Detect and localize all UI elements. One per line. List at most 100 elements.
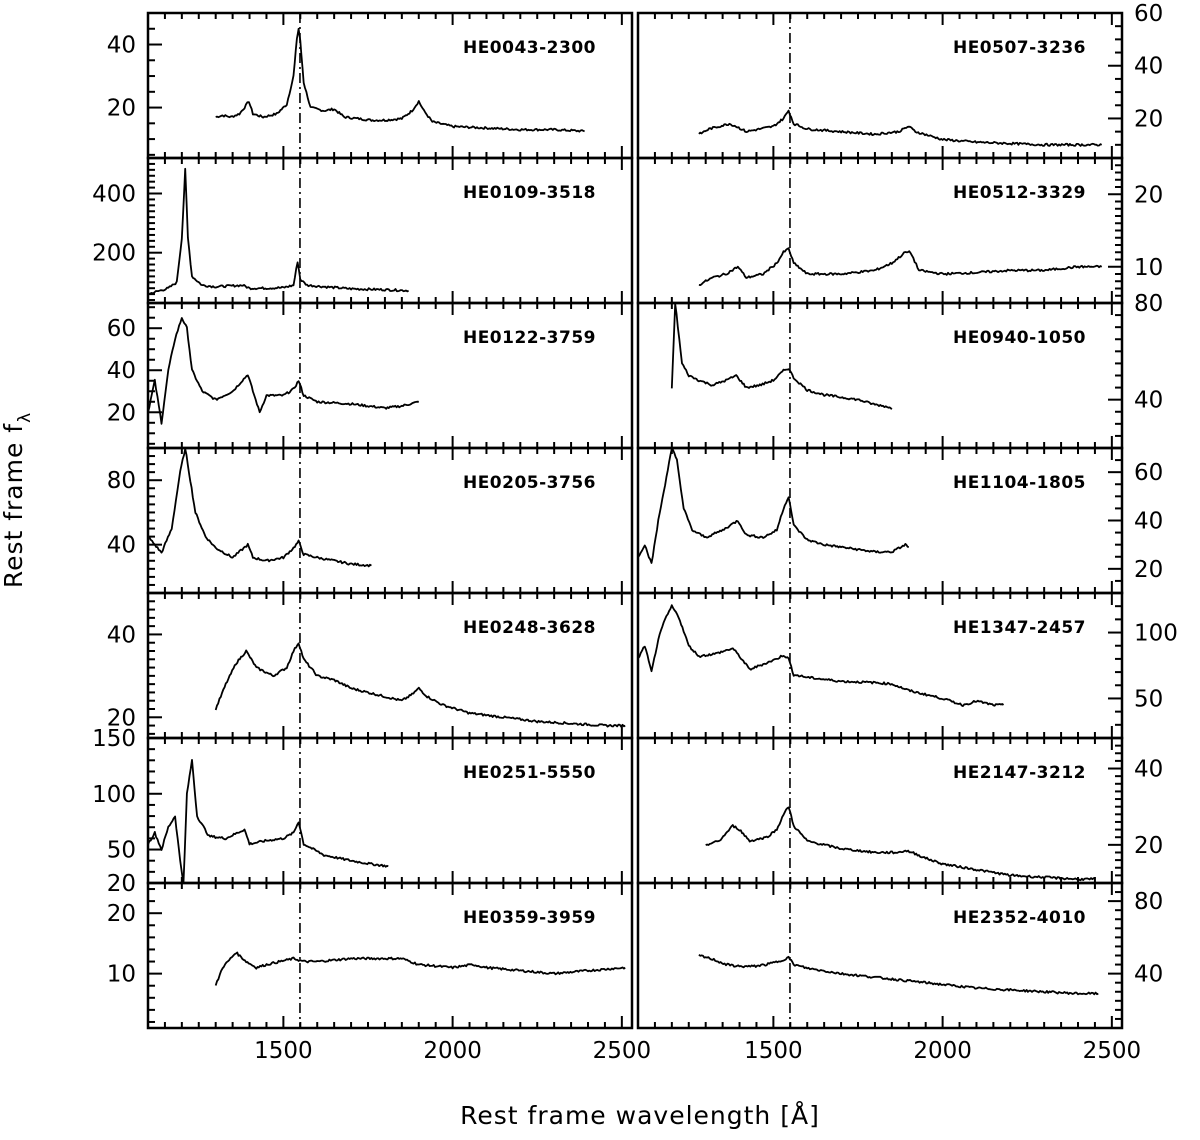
y-tick-label: 80	[1134, 889, 1163, 915]
y-tick-label: 40	[107, 622, 136, 648]
object-label: HE1104-1805	[953, 473, 1086, 493]
spectrum-line	[147, 167, 410, 296]
panel-frame	[146, 156, 634, 305]
y-tick-label: 40	[107, 358, 136, 384]
spectrum-line	[147, 317, 419, 425]
panel-frame	[146, 881, 634, 1030]
object-label: HE1347-2457	[953, 618, 1086, 638]
spectrum-line	[698, 953, 1099, 996]
panel-he0359-3959: 1500 2000 2500 10 20 HE0359-3959	[107, 881, 652, 1064]
spectrum-line	[148, 448, 372, 568]
object-label: HE0940-1050	[953, 328, 1086, 348]
x-axis-title: Rest frame wavelength [Å]	[460, 1101, 820, 1130]
spectrum-line	[698, 109, 1103, 147]
spectrum-line	[637, 604, 1005, 707]
spectrum-line	[147, 759, 389, 883]
panel-he0043-2300: 20 40 HE0043-2300	[107, 11, 634, 160]
panel-he1104-1805: 20 40 60 HE1104-1805	[636, 446, 1163, 595]
panel-he0251-5550: 20 50 100 150 HE0251-5550	[92, 726, 634, 897]
panel-he0512-3329: 10 20 HE0512-3329	[636, 156, 1163, 305]
y-tick-label: 40	[1134, 388, 1163, 414]
object-label: HE2147-3212	[953, 763, 1086, 783]
y-tick-label: 60	[1134, 460, 1163, 486]
y-axis-title-main: Rest frame f	[0, 423, 28, 588]
y-tick-label: 80	[107, 468, 136, 494]
spectrum-line	[215, 27, 585, 133]
panel-frame	[146, 301, 634, 450]
y-tick-label: 80	[1134, 291, 1163, 317]
panel-he0507-3236: 20 40 60 HE0507-3236	[636, 1, 1163, 160]
spectrum-line	[214, 642, 626, 728]
object-label: HE2352-4010	[953, 908, 1086, 928]
y-tick-label: 50	[1134, 686, 1163, 712]
x-tick-label: 1500	[744, 1038, 803, 1064]
panel-he2352-4010: 1500 2000 2500 40 80 HE2352-4010	[636, 881, 1163, 1064]
y-tick-label: 20	[1134, 833, 1163, 859]
panel-he0122-3759: 20 40 60 HE0122-3759	[107, 301, 634, 450]
panel-frame	[636, 881, 1124, 1030]
y-tick-label: 200	[92, 241, 136, 267]
x-tick-label: 1500	[254, 1038, 313, 1064]
object-label: HE0251-5550	[463, 763, 596, 783]
y-tick-label: 20	[1134, 557, 1163, 583]
x-tick-label: 2500	[593, 1038, 652, 1064]
panel-frame	[146, 736, 634, 885]
y-tick-label: 60	[107, 316, 136, 342]
object-label: HE0122-3759	[463, 328, 596, 348]
panel-he0109-3518: 200 400 HE0109-3518	[92, 156, 634, 305]
object-label: HE0359-3959	[463, 908, 596, 928]
y-tick-label: 60	[1134, 1, 1163, 27]
y-tick-label: 50	[107, 838, 136, 864]
panel-frame	[146, 446, 634, 595]
object-label: HE0205-3756	[463, 473, 596, 493]
panel-frame	[636, 736, 1124, 885]
object-label: HE0248-3628	[463, 618, 596, 638]
spectrum-line	[698, 247, 1103, 286]
y-tick-label: 10	[107, 962, 136, 988]
spectra-panels: 20 40 HE0043-2300 200 400 HE0109-3518 20 40 60 HE…	[92, 1, 1178, 1064]
y-tick-label: 20	[107, 400, 136, 426]
y-tick-label: 40	[1134, 757, 1163, 783]
panel-he2147-3212: 20 40 HE2147-3212	[636, 736, 1163, 885]
y-axis-title-subscript: λ	[15, 412, 35, 423]
spectrum-line	[214, 951, 626, 986]
panel-he0205-3756: 40 80 HE0205-3756	[107, 446, 634, 595]
y-tick-label: 10	[1134, 255, 1163, 281]
panel-he0940-1050: 40 80 HE0940-1050	[636, 291, 1163, 450]
y-tick-label: 40	[1134, 509, 1163, 535]
x-tick-label: 2000	[913, 1038, 972, 1064]
y-tick-label: 20	[107, 901, 136, 927]
x-tick-label: 2500	[1083, 1038, 1142, 1064]
x-tick-label: 2000	[423, 1038, 482, 1064]
y-tick-label: 100	[1134, 621, 1178, 647]
spectrum-line	[705, 806, 1096, 882]
y-tick-label: 20	[1134, 182, 1163, 208]
y-tick-label: 150	[92, 726, 136, 752]
y-tick-label: 40	[107, 533, 136, 559]
panel-frame	[636, 591, 1124, 740]
y-tick-label: 40	[1134, 962, 1163, 988]
y-tick-label: 20	[1134, 106, 1163, 132]
spectrum-line	[637, 448, 910, 564]
panel-frame	[636, 301, 1124, 450]
y-axis-title: Rest frame fλ	[0, 412, 35, 588]
panel-frame	[636, 11, 1124, 160]
y-tick-label: 20	[107, 871, 136, 897]
object-label: HE0512-3329	[953, 183, 1086, 203]
y-tick-label: 20	[107, 96, 136, 122]
y-tick-label: 20	[107, 705, 136, 731]
panel-he1347-2457: 50 100 HE1347-2457	[636, 591, 1178, 740]
y-tick-label: 40	[107, 33, 136, 59]
y-tick-label: 40	[1134, 54, 1163, 80]
panel-he0248-3628: 20 40 HE0248-3628	[107, 591, 634, 740]
panel-frame	[636, 446, 1124, 595]
y-tick-label: 400	[92, 182, 136, 208]
object-label: HE0109-3518	[463, 183, 596, 203]
object-label: HE0043-2300	[463, 38, 596, 58]
spectrum-line	[670, 303, 893, 410]
panel-frame	[146, 11, 634, 160]
object-label: HE0507-3236	[953, 38, 1086, 58]
panel-frame	[146, 591, 634, 740]
panel-frame	[636, 156, 1124, 305]
